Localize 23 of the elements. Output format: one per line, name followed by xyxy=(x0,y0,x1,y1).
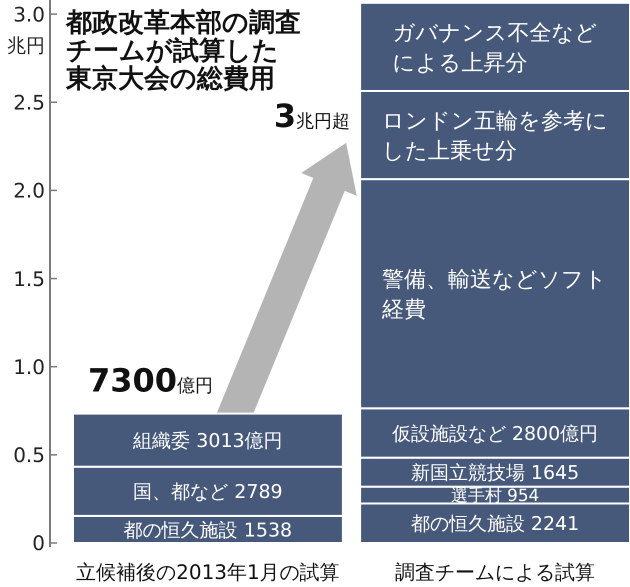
series-label: 新国立競技場 1645 xyxy=(410,462,580,484)
y-axis-title: 兆円 xyxy=(7,35,45,58)
series-label: ロンドン五輪を参考にした上乗せ分 xyxy=(382,108,608,164)
y-tick-label: 1.0 xyxy=(13,354,45,379)
series-label: 仮設施設など 2800億円 xyxy=(390,422,598,445)
series-label: 選手村 954 xyxy=(450,485,540,506)
y-tick-label: 0.5 xyxy=(13,443,45,468)
series-label: 組織委 3013億円 xyxy=(132,430,283,452)
x-tick-label: 調査チームによる試算 xyxy=(395,560,596,584)
annotation: 7300億円 xyxy=(88,362,214,400)
y-tick-label: 3.0 xyxy=(13,2,45,26)
x-tick-label: 立候補後の2013年1月の試算 xyxy=(76,560,340,584)
y-tick-label: 2.0 xyxy=(13,178,45,203)
series-label: 都の恒久施設 1538 xyxy=(124,519,292,542)
y-tick-label: 2.5 xyxy=(13,90,45,114)
series-label: ガバナンス不全などによる上昇分 xyxy=(392,20,598,76)
series-label: 警備、輸送などソフト経費 xyxy=(381,268,608,323)
text: 都政改革本部の調査チームが試算した東京大会の総費用 xyxy=(65,8,301,94)
y-tick-label: 0 xyxy=(32,531,45,556)
y-tick-label: 1.5 xyxy=(13,266,45,291)
series-label: 都の恒久施設 2241 xyxy=(410,513,580,536)
series-label: 国、都など 2789 xyxy=(133,481,283,504)
annotation: 3兆円超 xyxy=(274,96,350,135)
